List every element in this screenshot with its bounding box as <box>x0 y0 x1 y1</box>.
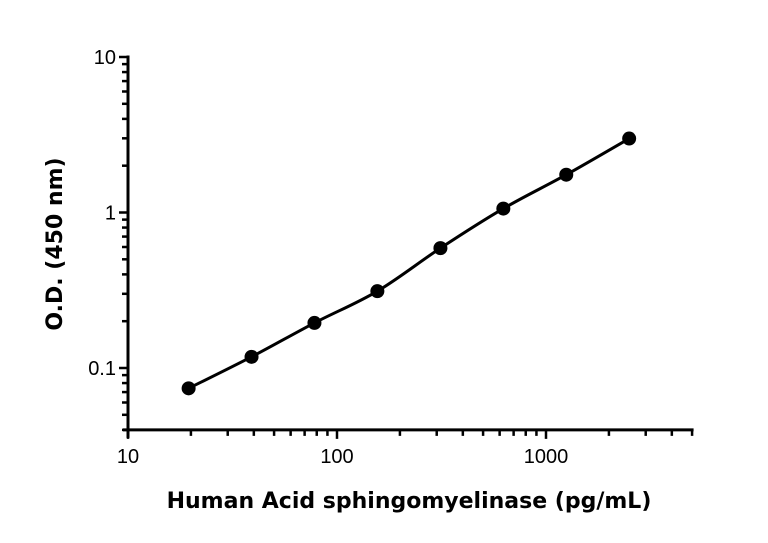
y-tick-label: 1 <box>105 203 116 225</box>
data-point <box>370 284 385 299</box>
x-tick-label: 100 <box>320 446 353 468</box>
data-point <box>622 131 637 146</box>
y-tick-labels: 0.1 1 10 <box>88 47 116 380</box>
x-tick-label: 10 <box>117 446 139 468</box>
x-tick-label: 1000 <box>524 446 569 468</box>
data-point <box>496 201 511 216</box>
x-axis-title: Human Acid sphingomyelinase (pg/mL) <box>167 489 652 514</box>
x-tick-labels: 10 100 1000 <box>117 446 568 468</box>
data-points <box>181 131 637 396</box>
y-tick-label: 10 <box>94 47 116 69</box>
data-point <box>559 167 574 182</box>
data-point <box>181 381 196 396</box>
data-point <box>307 315 322 330</box>
data-point <box>433 241 448 256</box>
y-tick-label: 0.1 <box>88 358 116 380</box>
y-axis-title: O.D. (450 nm) <box>43 157 68 330</box>
data-point <box>244 349 259 364</box>
axes <box>119 55 694 439</box>
